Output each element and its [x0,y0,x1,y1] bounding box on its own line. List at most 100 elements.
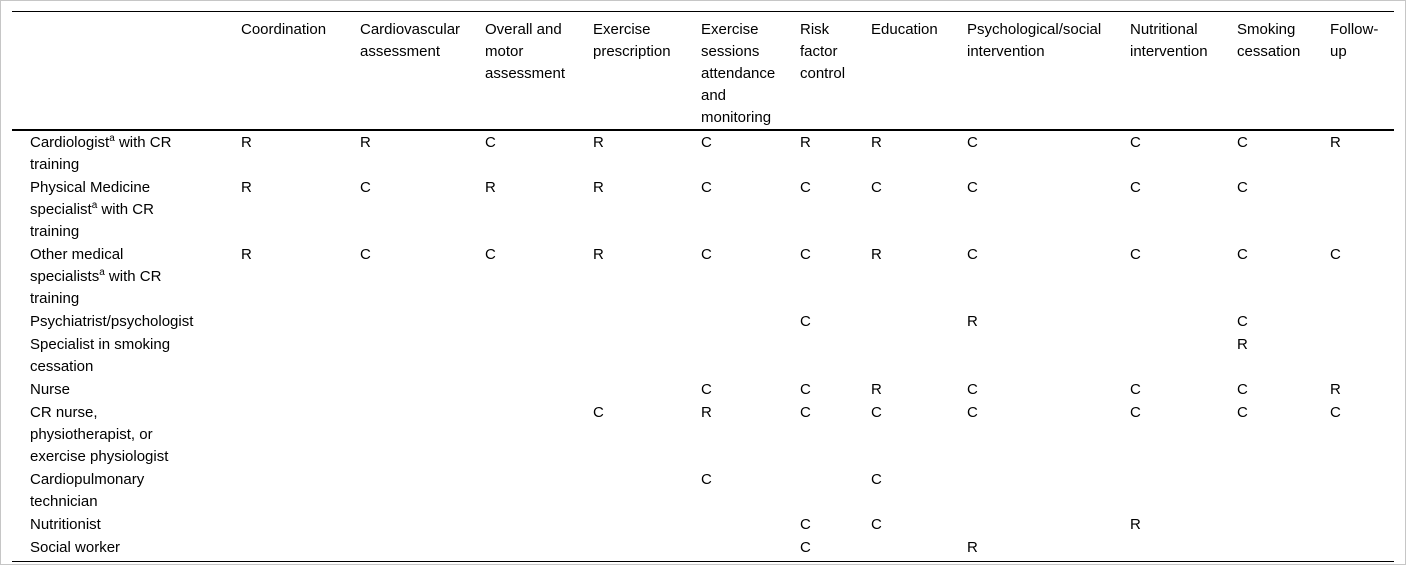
grid-cell [1130,310,1237,333]
row-label: Nutritionist [30,516,101,533]
grid-cell [485,333,593,378]
grid-cell: R [701,404,712,421]
row-label-cell: Psychiatrist/psychologist [12,310,241,333]
row-label-cell: CR nurse, physiotherapist, or exercise p… [12,401,241,468]
grid-cell: C [701,471,712,488]
row-label-cell: Nurse [12,378,241,401]
grid-cell: R [1330,134,1341,151]
grid-cell: R [241,134,252,151]
grid-cell [593,310,701,333]
grid-cell: C [1237,246,1248,263]
grid-cell: C [800,381,811,398]
grid-cell [241,378,360,401]
grid-cell [1330,513,1394,536]
grid-cell: R [593,246,604,263]
table-row: Psychiatrist/psychologist C R C [12,310,1394,333]
grid-cell [360,536,485,562]
row-label: Social worker [30,539,121,556]
column-header: Follow-up [1330,21,1379,60]
grid-cell: C [800,246,811,263]
row-label: CR nurse, physiotherapist, or exercise p… [30,404,169,465]
grid-cell [593,536,701,562]
column-header: Coordination [241,21,327,38]
table-row: Cardiologista with CR training R R C R C R R C C… [12,130,1394,176]
table-header: Coordination Cardiovascular assessment Ove… [12,12,1394,130]
grid-cell: C [360,179,371,196]
column-header: Nutritional intervention [1130,21,1208,60]
footnote-marker: a [99,267,105,278]
table-row: Nurse C C R C C C R [12,378,1394,401]
grid-cell [485,310,593,333]
grid-cell: C [967,179,978,196]
grid-cell [800,333,871,378]
table-row: Nutritionist C C R [12,513,1394,536]
grid-cell: R [1237,336,1248,353]
grid-cell [360,513,485,536]
row-label-cell: Social worker [12,536,241,562]
grid-cell [360,333,485,378]
grid-cell [593,468,701,513]
grid-cell [967,468,1130,513]
row-label: Specialist in smoking cessation [30,336,171,375]
grid-cell: C [1330,246,1341,263]
row-label: Physical Medicine specialist [30,179,151,218]
grid-cell: R [593,134,604,151]
grid-cell: R [1330,381,1341,398]
row-label: Cardiopulmonary technician [30,471,145,510]
grid-cell [967,513,1130,536]
grid-cell: C [1237,381,1248,398]
column-header: Risk factor control [800,21,846,82]
grid-cell: C [1237,404,1248,421]
grid-cell [1330,176,1394,243]
grid-cell [1330,536,1394,562]
grid-cell [241,333,360,378]
grid-cell [871,310,967,333]
grid-cell: C [1130,381,1141,398]
row-label: Other medical specialists [30,246,124,285]
cr-team-roles-table: Coordination Cardiovascular assessment Ove… [12,11,1394,562]
column-header: Education [871,21,938,38]
grid-cell [241,513,360,536]
grid-cell [241,468,360,513]
grid-cell: C [1130,246,1141,263]
grid-cell [1130,536,1237,562]
row-label: Nurse [30,381,71,398]
grid-cell: R [800,134,811,151]
grid-cell [701,513,800,536]
grid-cell [800,468,871,513]
grid-cell: R [871,246,882,263]
grid-cell: C [871,179,882,196]
grid-cell: C [1130,179,1141,196]
grid-cell [701,333,800,378]
grid-cell: C [1130,134,1141,151]
grid-cell [871,536,967,562]
column-header: Exercise sessions attendance and monitor… [701,21,776,126]
grid-cell [485,378,593,401]
row-label: Psychiatrist/psychologist [30,313,194,330]
grid-cell: C [701,134,712,151]
grid-cell [485,513,593,536]
grid-cell [967,333,1130,378]
grid-cell [485,536,593,562]
grid-cell: R [871,381,882,398]
grid-cell [485,401,593,468]
grid-cell: C [967,381,978,398]
grid-cell: R [593,179,604,196]
grid-cell: C [360,246,371,263]
grid-cell: C [1237,134,1248,151]
grid-cell: C [1130,404,1141,421]
grid-cell [241,536,360,562]
grid-cell: C [701,246,712,263]
grid-cell: C [593,404,604,421]
grid-cell [360,401,485,468]
grid-cell: C [1237,179,1248,196]
row-label-cell: Physical Medicine specialista with CR tr… [12,176,241,243]
row-label-suffix: with CR training [30,134,172,173]
grid-cell [241,310,360,333]
grid-cell [241,401,360,468]
grid-cell: R [241,179,252,196]
column-header: Smoking cessation [1237,21,1301,60]
grid-cell: R [1130,516,1141,533]
